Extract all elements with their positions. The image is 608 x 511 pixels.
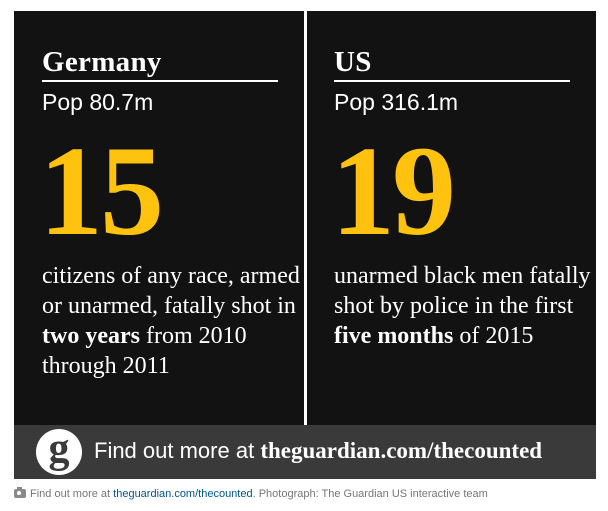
statistic-description: unarmed black men fatally shot by police… [334,261,594,351]
population-label: Pop 316.1m [334,89,459,115]
description-text: citizens of any race, armed or unarmed, … [42,263,300,319]
population-label: Pop 80.7m [42,89,154,115]
country-heading: Germany [42,46,162,78]
caption-credit: . Photograph: The Guardian US interactiv… [252,488,488,500]
us-panel: US Pop 316.1m 19 unarmed black men fatal… [331,11,591,425]
footer-url: theguardian.com/thecounted [260,438,543,463]
heading-rule [42,80,278,82]
description-text: of 2015 [453,323,534,349]
description-text: from 2010 through 2011 [42,323,247,379]
description-text: unarmed black men fatally shot by police… [334,263,591,319]
caption-prefix: Find out more at [30,488,114,500]
statistic-description: citizens of any race, armed or unarmed, … [42,261,302,381]
footer-prefix: Find out more at [94,438,261,463]
description-emphasis: two years [42,323,140,349]
statistic-number: 19 [331,120,456,262]
heading-rule [334,80,570,82]
country-heading: US [334,46,372,78]
guardian-logo-icon: g [36,426,82,475]
image-caption: Find out more at theguardian.com/thecoun… [14,487,488,501]
statistic-number: 15 [39,120,164,262]
infographic-image: Germany Pop 80.7m 15 citizens of any rac… [14,11,596,479]
germany-panel: Germany Pop 80.7m 15 citizens of any rac… [39,11,300,425]
panel-divider [304,11,307,425]
caption-link[interactable]: theguardian.com/thecounted [113,488,253,500]
footer-bar: g Find out more at theguardian.com/theco… [14,425,596,479]
description-emphasis: five months [334,323,454,349]
logo-letter: g [48,426,70,472]
camera-icon [14,487,26,498]
footer-text: Find out more at theguardian.com/thecoun… [94,437,542,465]
